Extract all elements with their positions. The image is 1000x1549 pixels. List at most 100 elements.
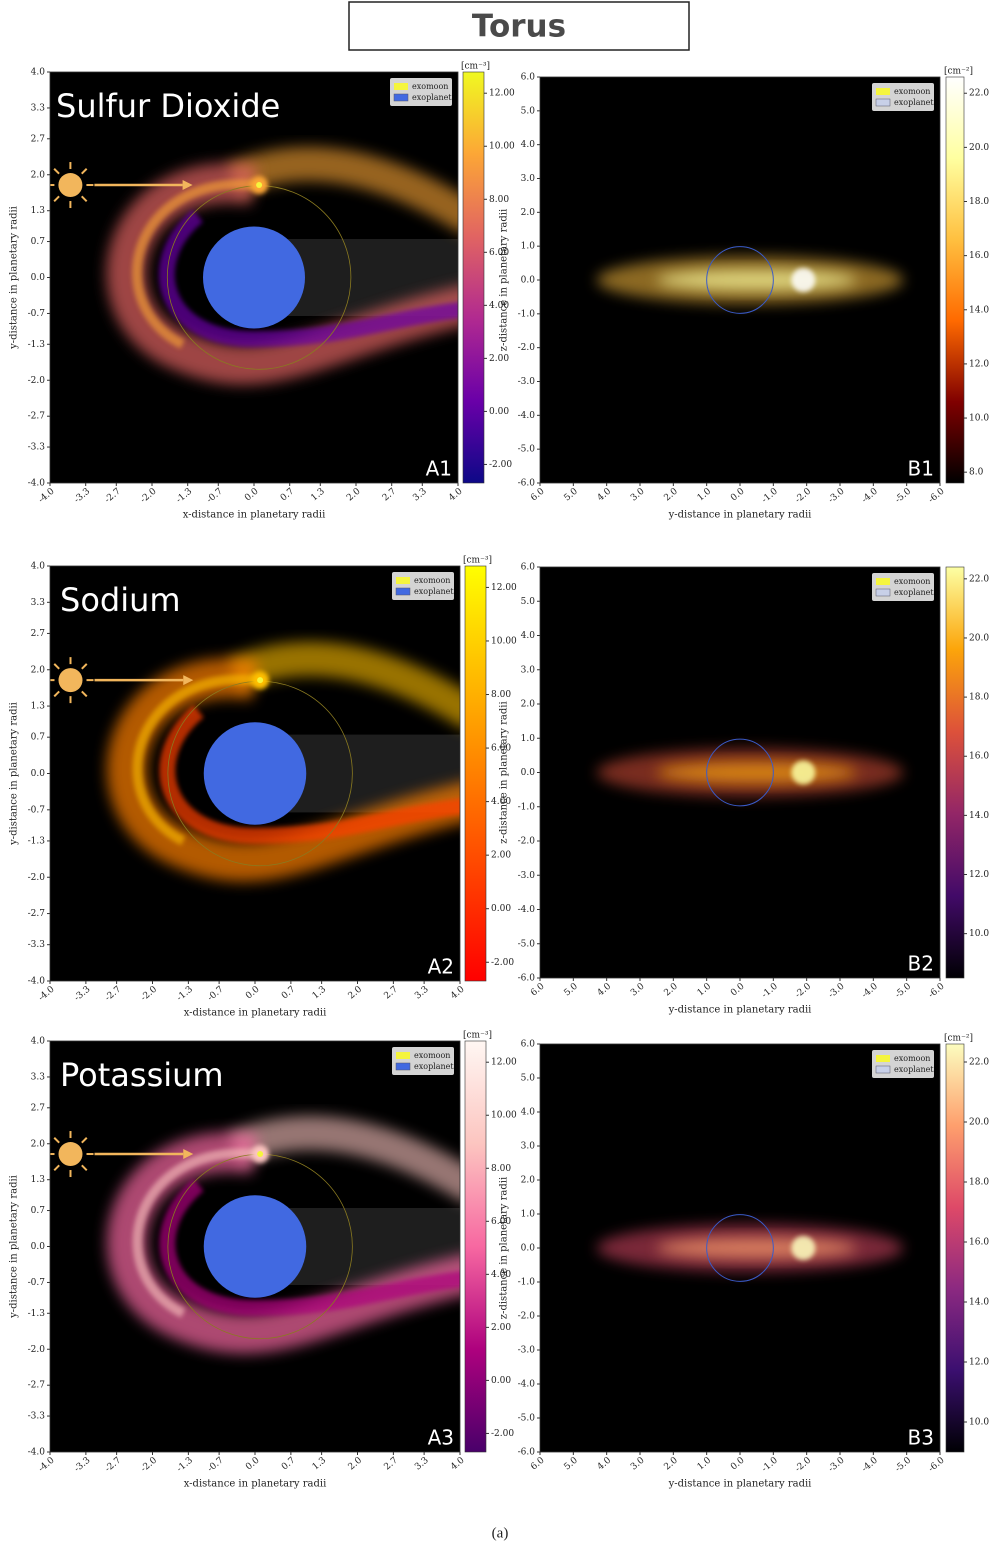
- legend-label: exoplanet: [414, 1062, 454, 1071]
- plot-area: [596, 738, 904, 807]
- x-axis-label: x-distance in planetary radii: [184, 1008, 327, 1019]
- legend-label: exoplanet: [894, 588, 934, 597]
- colorbar-tick-label: 6.00: [489, 248, 509, 258]
- panel-label: B2: [908, 952, 934, 976]
- y-axis-label: y-distance in planetary radii: [9, 1175, 20, 1319]
- panel-label: A3: [428, 1426, 454, 1450]
- moon: [256, 182, 263, 189]
- x-tick-label: -3.0: [827, 486, 847, 505]
- y-tick-label: -3.0: [518, 1346, 536, 1356]
- y-tick-label: -4.0: [28, 977, 46, 987]
- y-tick-label: 2.0: [521, 1176, 536, 1186]
- x-tick-label: -2.7: [103, 486, 123, 505]
- moon: [257, 677, 264, 684]
- moon: [257, 1151, 264, 1158]
- colorbar: [945, 1043, 965, 1453]
- x-tick-label: -2.7: [103, 984, 123, 1003]
- y-tick-label: 2.7: [31, 134, 46, 144]
- x-tick-label: -1.3: [175, 1455, 195, 1474]
- y-tick-label: 5.0: [521, 1074, 536, 1084]
- y-axis-label: z-distance in planetary radii: [499, 209, 510, 351]
- colorbar: [945, 566, 965, 979]
- y-tick-label: 1.3: [31, 702, 46, 712]
- colorbar-tick-label: 18.0: [969, 1178, 989, 1188]
- spiral-core: [132, 1148, 256, 1318]
- colorbar-tick-label: 16.0: [969, 1238, 989, 1248]
- y-tick-label: 2.0: [31, 170, 46, 180]
- x-tick-label: 2.0: [662, 1455, 680, 1472]
- y-tick-label: 6.0: [521, 563, 536, 573]
- x-tick-label: 2.7: [381, 486, 399, 503]
- planet-outline: [706, 738, 774, 807]
- outer-arm: [226, 146, 458, 232]
- colorbar-unit: [cm⁻³]: [463, 556, 492, 566]
- y-axis-label: y-distance in planetary radii: [9, 206, 20, 350]
- y-tick-label: 0.0: [31, 273, 46, 283]
- colorbar-tick-label: 10.00: [491, 1111, 517, 1121]
- legend-swatch: [395, 1062, 411, 1071]
- y-tick-label: 0.0: [521, 276, 536, 286]
- outer-arm: [227, 1115, 460, 1201]
- legend-swatch: [876, 578, 890, 585]
- x-tick-label: -5.0: [893, 981, 913, 1000]
- colorbar-tick-label: 18.0: [969, 197, 989, 207]
- x-tick-label: -4.0: [37, 984, 57, 1003]
- x-tick-label: 2.0: [347, 984, 365, 1001]
- species-name: Potassium: [60, 1056, 224, 1094]
- plot-area: [50, 641, 460, 882]
- legend-label: exomoon: [412, 82, 448, 91]
- y-tick-label: 3.3: [31, 598, 46, 608]
- colorbar-tick-label: 10.00: [489, 142, 515, 152]
- legend-swatch: [875, 588, 891, 597]
- sun-ray: [53, 1137, 60, 1144]
- colorbar-tick-label: 22.0: [969, 1058, 989, 1068]
- outer-arm: [227, 641, 460, 727]
- y-tick-label: 0.0: [31, 1242, 46, 1252]
- colorbar-unit: [cm⁻³]: [463, 1031, 492, 1041]
- y-tick-label: 3.3: [31, 103, 46, 113]
- inner-arm: [159, 1178, 460, 1317]
- colorbar-tick-label: 4.00: [489, 301, 509, 311]
- x-tick-label: -2.0: [793, 981, 813, 1000]
- sun-ray: [81, 195, 88, 202]
- inner-arm: [159, 705, 460, 844]
- y-tick-label: 5.0: [521, 597, 536, 607]
- colorbar-tick-label: 16.0: [969, 251, 989, 261]
- colorbar-tick-label: 6.00: [491, 1217, 511, 1227]
- x-tick-label: -6.0: [927, 981, 947, 1000]
- legend-label: exomoon: [894, 1054, 930, 1063]
- y-tick-label: 0.7: [31, 733, 46, 743]
- y-tick-label: -3.3: [28, 940, 46, 950]
- y-tick-label: -4.0: [28, 1448, 46, 1458]
- species-name: Sulfur Dioxide: [56, 87, 280, 125]
- arrow-head: [183, 675, 194, 686]
- x-tick-label: -4.0: [37, 486, 57, 505]
- panel-label: A2: [428, 955, 454, 979]
- legend-label: exomoon: [414, 576, 450, 585]
- y-tick-label: 4.0: [521, 1108, 536, 1118]
- y-tick-label: 2.0: [31, 665, 46, 675]
- spiral-core: [132, 674, 256, 846]
- y-tick-label: 4.0: [521, 140, 536, 150]
- y-tick-label: -2.7: [28, 909, 46, 919]
- y-tick-label: -1.0: [518, 802, 536, 812]
- cloud-peak: [791, 1236, 816, 1260]
- title-box: [348, 1, 690, 51]
- y-tick-label: 3.0: [521, 1142, 536, 1152]
- colorbar-tick-label: 10.00: [491, 636, 517, 646]
- x-tick-label: 2.7: [383, 1455, 401, 1472]
- legend-label: exomoon: [894, 87, 930, 96]
- colorbar-tick-label: 22.0: [969, 574, 989, 584]
- x-tick-label: -2.0: [793, 1455, 813, 1474]
- x-tick-label: 5.0: [562, 486, 580, 503]
- x-tick-label: 0.7: [280, 1455, 298, 1472]
- species-name: Sodium: [60, 581, 181, 619]
- x-tick-label: 3.3: [413, 984, 431, 1001]
- x-tick-label: -0.7: [205, 486, 225, 505]
- y-tick-label: -4.0: [28, 479, 46, 489]
- sun-ray: [53, 663, 60, 670]
- x-tick-label: -0.7: [206, 984, 226, 1003]
- x-tick-label: -6.0: [927, 1455, 947, 1474]
- colorbar-tick-label: 12.0: [969, 359, 989, 369]
